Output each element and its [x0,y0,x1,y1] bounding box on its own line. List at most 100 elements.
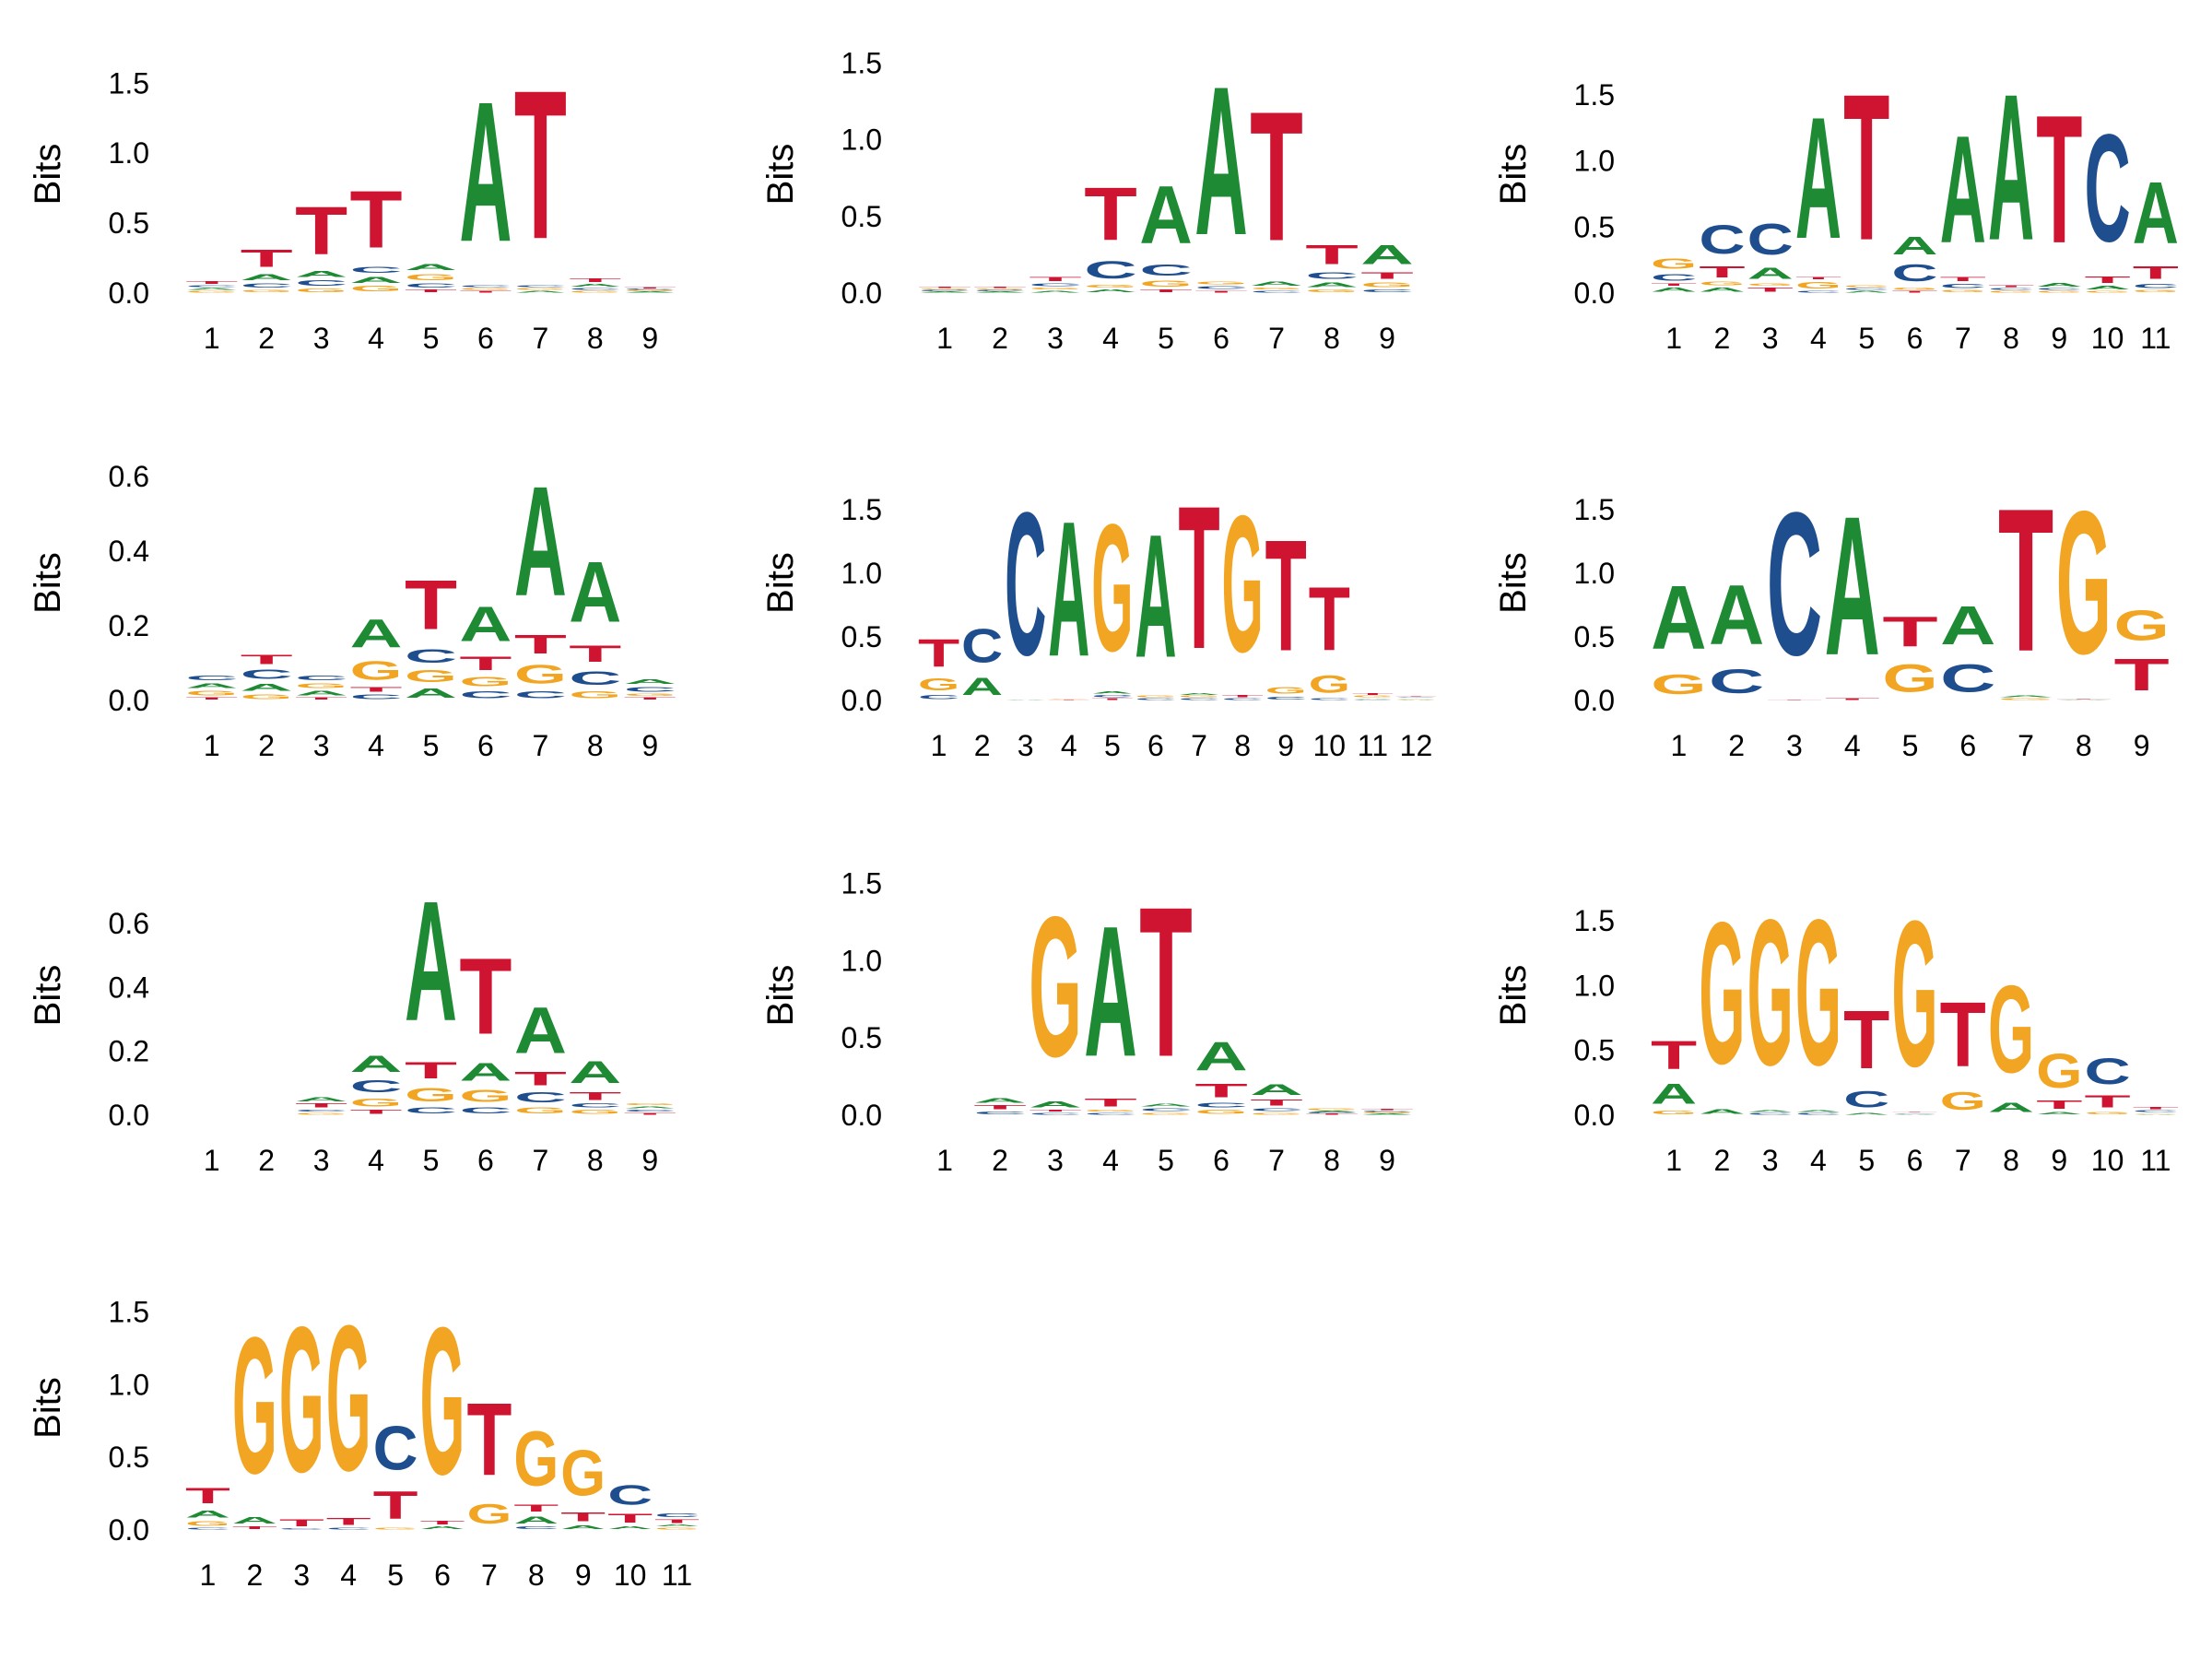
logo-letter-G: G [1135,695,1176,698]
logo-letter-A: A [513,1514,559,1526]
logo-letter-T: T [624,288,677,289]
x-tick-label: 7 [1955,1144,1971,1177]
x-tick-label: 2 [246,1559,263,1592]
logo-letter-C: C [295,675,347,682]
logo-letter-C: C [569,288,621,290]
logo-panel-3: 0.00.51.01.5Bits1ATCG2AGTC3TGAC4CGTA5ACG… [1493,50,2179,355]
logo-letter-A: A [295,689,347,697]
logo-letter-T: T [973,1104,1027,1111]
y-axis-label: Bits [28,552,68,614]
logo-panel-6: 0.00.51.01.5Bits1GA2CA3TC4TA5GT6CA7GAT8A… [1493,467,2170,762]
logo-letter-C: C [514,1089,567,1105]
x-tick-label: 7 [481,1559,498,1592]
x-tick-label: 2 [1714,1144,1731,1177]
logo-letter-G: G [1882,656,1937,700]
x-tick-label: 11 [662,1559,692,1592]
logo-letter-C: C [1309,698,1350,700]
x-tick-label: 2 [974,729,991,762]
logo-letter-A: A [241,272,293,282]
y-tick-label: 0.0 [841,276,882,310]
logo-letter-T: T [624,697,677,700]
logo-letter-C: C [1891,261,1937,287]
y-tick-label: 1.0 [109,1368,149,1401]
logo-letter-A: A [1305,1111,1359,1112]
logo-letter-G: G [1265,685,1307,695]
x-tick-label: 7 [1955,322,1971,355]
logo-letter-A: A [1709,566,1764,662]
logo-letter-A: A [654,1524,700,1527]
logo-letter-C: C [2036,288,2082,290]
logo-letter-C: C [607,1479,653,1512]
logo-letter-G: G [185,689,238,697]
logo-letter-G: G [1250,1112,1303,1115]
logo-letter-T: T [279,1517,324,1529]
logo-letter-T: T [1891,290,1937,293]
logo-letter-A: A [2036,283,2082,288]
logo-letter-G: G [1795,877,1841,1110]
logo-letter-A: A [459,596,512,652]
logo-letter-T: T [569,1089,621,1102]
logo-letter-A: A [1940,595,1995,655]
logo-letter-A: A [1250,281,1303,288]
logo-letter-G: G [1250,287,1303,289]
logo-letter-C: C [241,667,293,682]
logo-letter-G: G [1178,695,1219,698]
x-tick-label: 6 [1147,729,1164,762]
logo-letter-T: T [1265,508,1307,685]
x-tick-label: 2 [1728,729,1745,762]
logo-letter-G: G [2036,290,2082,293]
x-tick-label: 5 [423,1144,440,1177]
y-tick-label: 1.5 [1574,78,1615,112]
logo-letter-T: T [185,697,238,700]
logo-letter-G: G [295,288,347,293]
logo-letter-T: T [1250,1099,1303,1108]
logo-letter-T: T [232,1525,277,1530]
logo-letter-C: C [350,1077,403,1097]
x-tick-label: 6 [1213,322,1230,355]
logo-letter-G: G [1222,474,1264,692]
logo-letter-A: A [295,1096,347,1102]
logo-letter-C: C [1139,1108,1193,1112]
logo-letter-C: C [1139,261,1193,279]
x-tick-label: 8 [1324,1144,1340,1177]
x-tick-label: 10 [2091,322,2124,355]
logo-letter-T: T [2085,1092,2131,1112]
logo-letter-A: A [1360,1113,1414,1115]
logo-letter-T: T [1178,464,1219,691]
logo-letter-C: C [185,1527,230,1530]
logo-letter-T: T [2133,1106,2179,1110]
logo-letter-T: T [1843,52,1889,285]
logo-letter-A: A [961,673,1003,700]
logo-letter-T: T [918,630,959,675]
logo-letter-G: G [459,675,512,689]
x-tick-label: 4 [1810,1144,1827,1177]
logo-letter-T: T [1882,608,1937,656]
logo-letter-A: A [1843,290,1889,293]
logo-letter-A: A [405,263,457,273]
logo-letter-T: T [1940,276,1986,282]
logo-letter-A: A [1194,1033,1248,1080]
logo-letter-T: T [2085,275,2132,285]
y-tick-label: 1.0 [841,124,882,157]
logo-letter-C: C [1395,697,1437,698]
logo-letter-G: G [405,667,457,686]
logo-letter-T: T [1395,696,1437,697]
logo-panel-9: 0.00.51.01.5Bits1GAT2AG3CAG4CAG5ACT6ACTG… [1493,877,2179,1177]
logo-letter-C: C [624,1109,677,1112]
logo-letter-A: A [350,1052,403,1077]
logo-letter-T: T [560,1510,606,1524]
logo-letter-T: T [569,277,621,283]
logo-letter-C: C [624,686,677,693]
logo-letter-G: G [1747,877,1794,1110]
logo-letter-C: C [185,675,238,682]
logo-letter-A: A [1699,287,1745,293]
x-tick-label: 11 [1358,729,1388,762]
logo-letter-T: T [1250,74,1303,280]
logo-letter-T: T [405,1058,457,1084]
logo-letter-T: T [624,1112,677,1115]
y-axis-label: Bits [1493,965,1534,1027]
x-tick-label: 2 [992,1144,1008,1177]
logo-letter-A: A [1084,888,1137,1096]
logo-letter-C: C [295,279,347,288]
